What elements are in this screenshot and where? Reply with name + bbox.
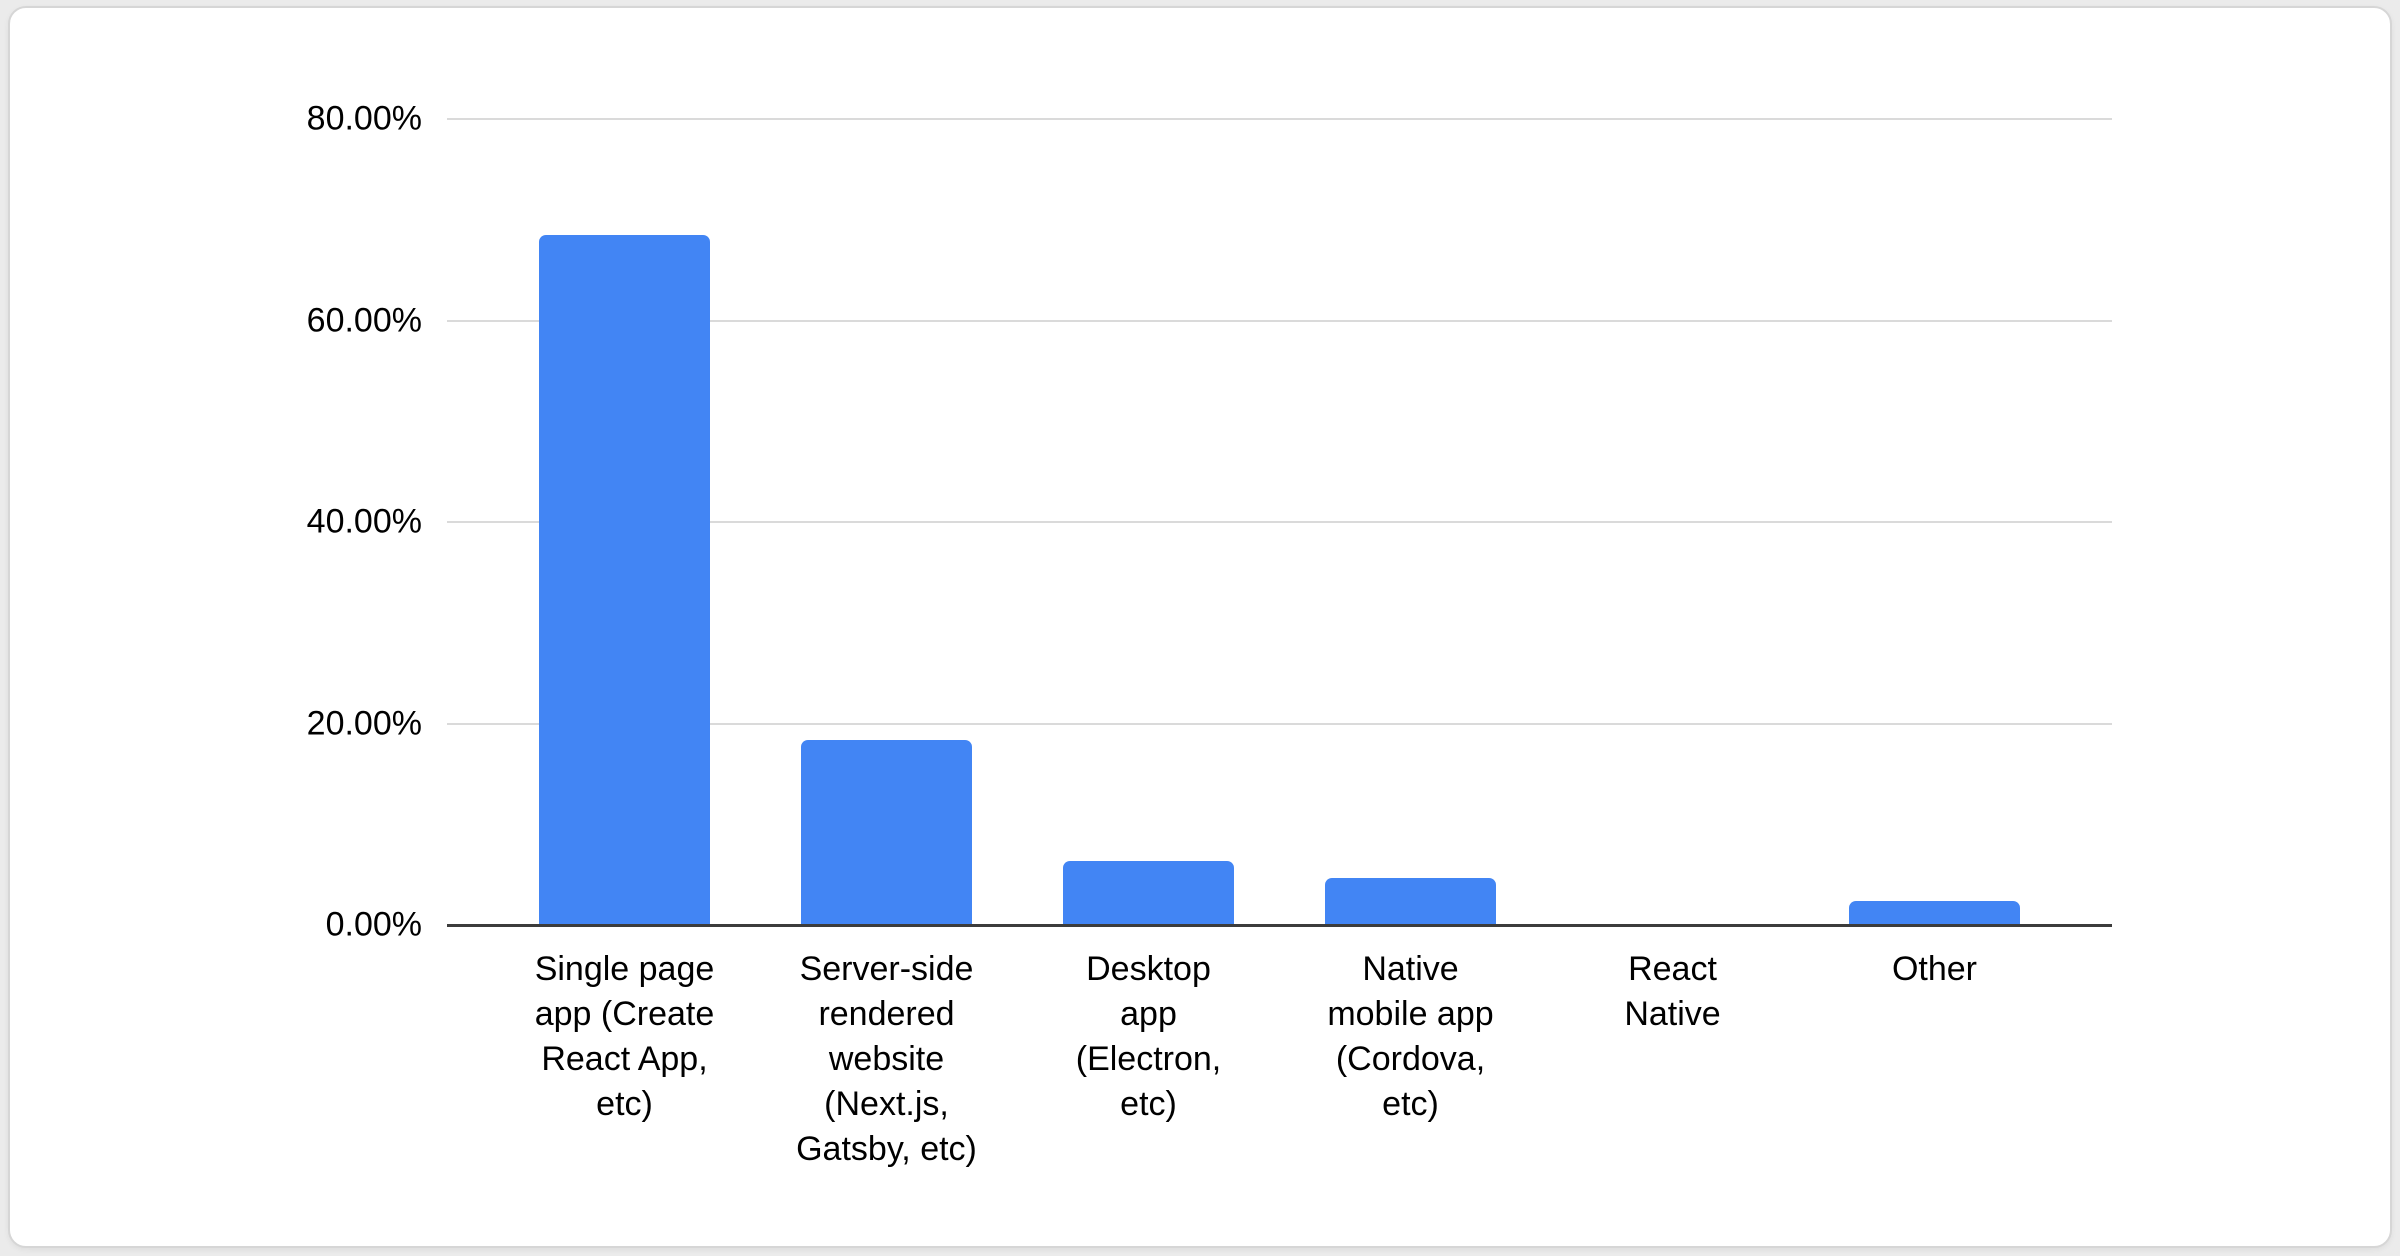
gridline [447,521,2112,523]
y-axis-tick-label: 80.00% [306,99,422,138]
y-axis-tick-label: 0.00% [325,905,422,944]
x-axis-category-label: React Native [1624,950,1721,1033]
x-axis-category-label: Single page app (Create React App, etc) [534,950,715,1123]
x-axis-baseline [447,924,2112,927]
x-axis-category-label: Other [1891,950,1978,988]
gridline [447,118,2112,120]
chart-card: 0.00% 20.00% 40.00% 60.00% 80.00% Single page… [8,6,2392,1248]
gridline [447,319,2112,322]
x-axis-category-label: Desktop app (Electron, etc) [1075,950,1222,1123]
y-axis-tick-label: 40.00% [306,502,422,541]
bar [539,235,710,925]
y-axis-tick-label: 20.00% [306,704,422,742]
bar [801,740,972,925]
bar [1063,861,1234,925]
bar-chart: 0.00% 20.00% 40.00% 60.00% 80.00% Single page… [10,8,2390,1246]
bar [1325,878,1496,925]
x-axis-category-label: Native mobile app (Cordova, etc) [1327,950,1494,1123]
x-axis-category-label: Server-side rendered website (Next.js, G… [796,950,977,1168]
gridline [447,722,2112,725]
y-axis-tick-label: 60.00% [306,301,422,339]
bar [1849,901,2020,925]
